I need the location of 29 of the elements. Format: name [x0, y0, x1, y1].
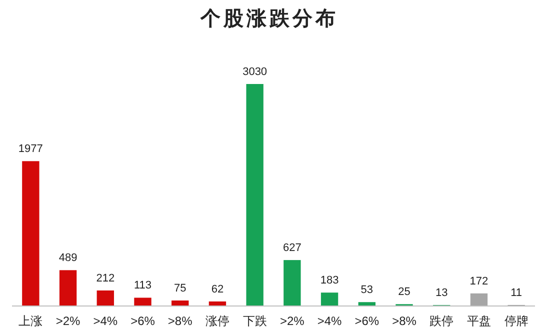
data-label: 172: [470, 275, 488, 288]
x-tick-label: 平盘: [466, 314, 491, 328]
x-tick-label: >4%: [317, 314, 342, 328]
data-label: 113: [134, 280, 152, 292]
x-tick-label: 停牌: [504, 314, 528, 328]
x-tick-label: >4%: [93, 314, 118, 328]
data-label: 62: [211, 283, 224, 296]
data-label: 3030: [242, 66, 268, 78]
data-label: 11: [510, 287, 522, 300]
data-label: 25: [398, 286, 410, 298]
x-tick-label: >2%: [56, 314, 81, 328]
chart-title: 个股涨跌分布: [200, 6, 338, 30]
x-tick-label: >6%: [130, 314, 156, 328]
x-tick-label: >8%: [168, 314, 193, 328]
data-label: 183: [320, 274, 339, 287]
data-label: 489: [58, 252, 78, 264]
data-label: 1977: [18, 143, 43, 156]
data-label: 75: [174, 282, 186, 295]
x-tick-label: 跌停: [430, 314, 454, 328]
data-label: 212: [96, 272, 115, 284]
x-tick-label: 上涨: [18, 314, 43, 328]
x-tick-label: >8%: [392, 314, 417, 328]
data-label: 53: [360, 284, 374, 296]
data-label: 13: [435, 287, 448, 300]
x-tick-label: 涨停: [205, 314, 230, 328]
data-label: 627: [283, 242, 302, 254]
x-tick-label: >6%: [354, 314, 380, 328]
x-tick-label: 下跌: [242, 314, 267, 328]
x-tick-label: >2%: [280, 314, 305, 328]
